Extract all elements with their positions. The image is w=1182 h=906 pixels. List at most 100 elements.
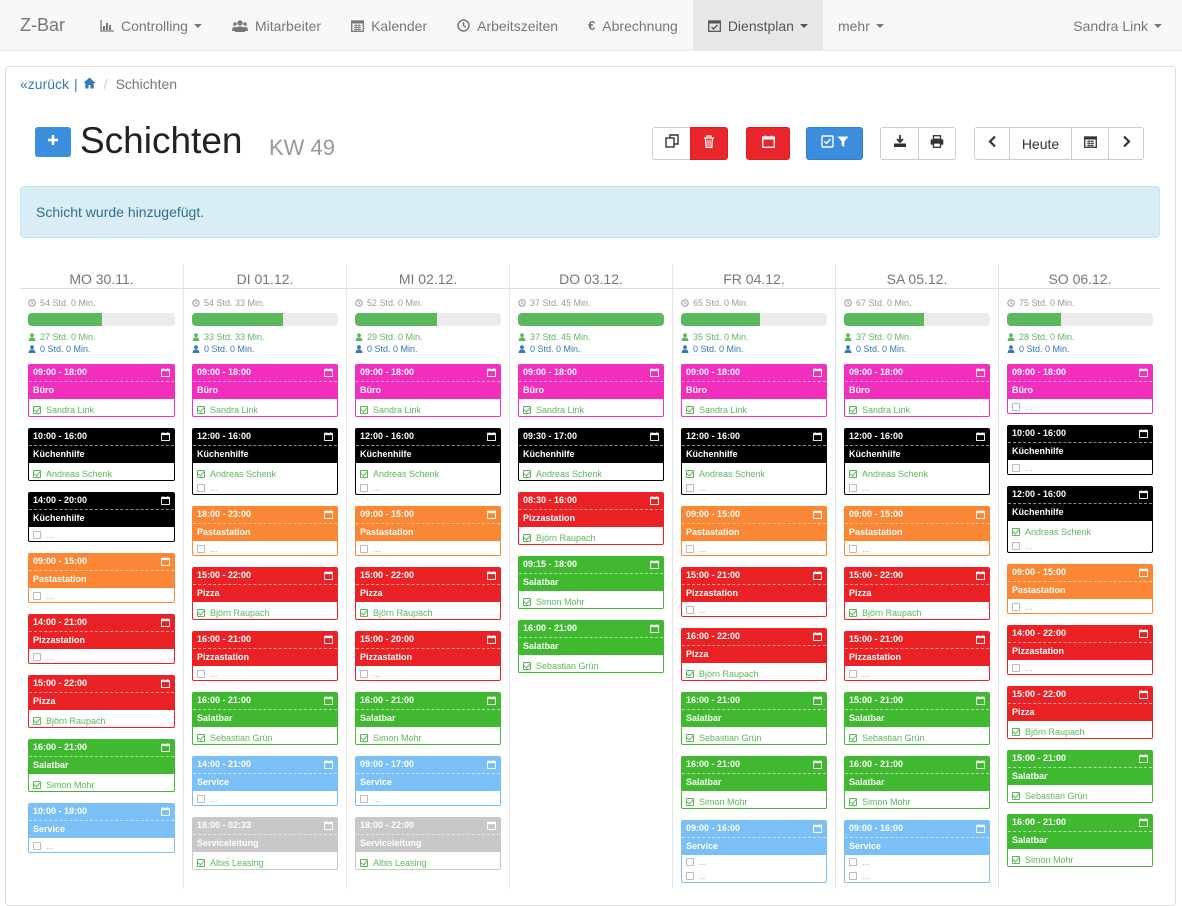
shift-card[interactable]: 09:00 - 16:00 Service...... (681, 820, 827, 883)
shift-card[interactable]: 16:00 - 21:00 Salatbar Simon Mohr (844, 756, 990, 809)
shift-card[interactable]: 15:00 - 22:00 Pizza Björn Raupach (28, 675, 175, 728)
shift-card[interactable]: 18:00 - 22:00 Serviceleitung Albis Leasing (355, 817, 501, 870)
date-picker-button[interactable] (1071, 127, 1109, 160)
shift-card[interactable]: 16:00 - 21:00 Salatbar Simon Mohr (28, 739, 175, 792)
assigned-employee[interactable]: Andreas Schenk (682, 463, 826, 480)
assigned-employee[interactable]: Sebastian Grün (1008, 785, 1152, 802)
calendar-icon[interactable] (487, 510, 496, 521)
assigned-employee[interactable]: Simon Mohr (682, 791, 826, 808)
shift-card[interactable]: 16:00 - 21:00 Salatbar Sebastian Grün (518, 620, 664, 673)
nav-dienstplan[interactable]: Dienstplan (692, 0, 823, 51)
shift-card[interactable]: 09:00 - 17:00 Service... (355, 756, 501, 806)
assigned-employee[interactable]: Sandra Link (193, 399, 337, 416)
calendar-icon[interactable] (161, 496, 170, 507)
day-header[interactable]: DI 01.12. (184, 264, 346, 289)
calendar-icon[interactable] (976, 696, 985, 707)
calendar-icon[interactable] (161, 368, 170, 379)
calendar-icon[interactable] (487, 760, 496, 771)
assigned-employee[interactable]: Andreas Schenk (1008, 521, 1152, 538)
calendar-icon[interactable] (324, 821, 333, 832)
assigned-employee[interactable]: Sebastian Grün (682, 727, 826, 744)
open-slot[interactable]: ... (845, 480, 989, 494)
calendar-icon[interactable] (324, 510, 333, 521)
assigned-employee[interactable]: Andreas Schenk (29, 463, 174, 480)
calendar-icon[interactable] (976, 432, 985, 443)
assigned-employee[interactable]: Sebastian Grün (519, 655, 663, 672)
prev-week-button[interactable] (974, 127, 1010, 160)
calendar-icon[interactable] (976, 635, 985, 646)
home-icon[interactable] (83, 76, 96, 92)
day-header[interactable]: MI 02.12. (347, 264, 509, 289)
shift-card[interactable]: 09:00 - 15:00 Pastastation... (1007, 564, 1153, 614)
back-link[interactable]: «zurück (20, 76, 69, 92)
calendar-icon[interactable] (1139, 754, 1148, 765)
shift-card[interactable]: 18:00 - 23:00 Pastastation... (192, 506, 338, 556)
shift-card[interactable]: 15:00 - 21:00 Salatbar Sebastian Grün (1007, 750, 1153, 803)
assigned-employee[interactable]: Andreas Schenk (519, 463, 663, 480)
open-slot[interactable]: ... (356, 666, 500, 680)
calendar-icon[interactable] (324, 368, 333, 379)
calendar-icon[interactable] (1139, 629, 1148, 640)
calendar-icon[interactable] (1139, 368, 1148, 379)
shift-card[interactable]: 16:00 - 21:00 Salatbar Sebastian Grün (192, 692, 338, 745)
shift-card[interactable]: 12:00 - 16:00 Küchenhilfe Andreas Schenk..… (844, 428, 990, 495)
shift-card[interactable]: 09:00 - 15:00 Pastastation... (28, 553, 175, 603)
shift-card[interactable]: 16:00 - 21:00 Salatbar Sebastian Grün (681, 692, 827, 745)
open-slot[interactable]: ... (845, 868, 989, 882)
shift-card[interactable]: 15:00 - 21:00 Pizzastation... (681, 567, 827, 617)
assigned-employee[interactable]: Sandra Link (519, 399, 663, 416)
shift-card[interactable]: 15:00 - 20:00 Pizzastation... (355, 631, 501, 681)
assigned-employee[interactable]: Simon Mohr (29, 774, 174, 791)
calendar-icon[interactable] (487, 821, 496, 832)
shift-card[interactable]: 16:00 - 21:00 Salatbar Simon Mohr (681, 756, 827, 809)
shift-card[interactable]: 12:00 - 16:00 Küchenhilfe Andreas Schenk..… (681, 428, 827, 495)
calendar-icon[interactable] (976, 760, 985, 771)
calendar-icon[interactable] (650, 496, 659, 507)
calendar-icon[interactable] (650, 560, 659, 571)
assigned-employee[interactable]: Sebastian Grün (845, 727, 989, 744)
calendar-icon[interactable] (976, 368, 985, 379)
calendar-icon[interactable] (487, 432, 496, 443)
calendar-icon[interactable] (1139, 490, 1148, 501)
assigned-employee[interactable]: Simon Mohr (519, 591, 663, 608)
add-shift-button[interactable] (35, 127, 71, 157)
open-slot[interactable]: ... (193, 666, 337, 680)
next-week-button[interactable] (1108, 127, 1144, 160)
assigned-employee[interactable]: Björn Raupach (682, 663, 826, 680)
shift-card[interactable]: 09:00 - 15:00 Pastastation... (355, 506, 501, 556)
brand-logo[interactable]: Z-Bar (20, 15, 65, 35)
assigned-employee[interactable]: Andreas Schenk (356, 463, 500, 480)
assigned-employee[interactable]: Björn Raupach (519, 527, 663, 544)
shift-card[interactable]: 09:00 - 18:00 Büro Sandra Link (681, 364, 827, 417)
shift-card[interactable]: 15:00 - 21:00 Pizzastation... (844, 631, 990, 681)
shift-card[interactable]: 10:00 - 16:00 Küchenhilfe... (1007, 425, 1153, 475)
nav-mitarbeiter[interactable]: Mitarbeiter (217, 0, 336, 51)
calendar-icon[interactable] (813, 432, 822, 443)
calendar-icon[interactable] (813, 824, 822, 835)
shift-card[interactable]: 18:00 - 02:33 Serviceleitung Albis Leasing (192, 817, 338, 870)
filter-button[interactable] (806, 127, 863, 160)
assigned-employee[interactable]: Björn Raupach (193, 602, 337, 619)
assigned-employee[interactable]: Simon Mohr (1008, 849, 1152, 866)
shift-card[interactable]: 09:00 - 18:00 Büro Sandra Link (518, 364, 664, 417)
calendar-icon[interactable] (813, 696, 822, 707)
day-header[interactable]: SA 05.12. (836, 264, 998, 289)
shift-card[interactable]: 15:00 - 21:00 Salatbar Sebastian Grün (844, 692, 990, 745)
shift-card[interactable]: 09:00 - 18:00 Büro Sandra Link (192, 364, 338, 417)
calendar-icon[interactable] (324, 696, 333, 707)
calendar-icon[interactable] (813, 571, 822, 582)
open-slot[interactable]: ... (1008, 538, 1152, 552)
calendar-icon[interactable] (324, 635, 333, 646)
today-button[interactable]: Heute (1009, 127, 1072, 160)
calendar-icon[interactable] (161, 679, 170, 690)
assigned-employee[interactable]: Sandra Link (356, 399, 500, 416)
assigned-employee[interactable]: Albis Leasing (356, 852, 500, 869)
assigned-employee[interactable]: Simon Mohr (356, 727, 500, 744)
open-slot[interactable]: ... (29, 649, 174, 663)
open-slot[interactable]: ... (193, 480, 337, 494)
open-slot[interactable]: ... (682, 541, 826, 555)
shift-card[interactable]: 12:00 - 16:00 Küchenhilfe Andreas Schenk..… (192, 428, 338, 495)
assigned-employee[interactable]: Sebastian Grün (193, 727, 337, 744)
shift-card[interactable]: 15:00 - 22:00 Pizza Björn Raupach (844, 567, 990, 620)
download-button[interactable] (880, 127, 919, 160)
